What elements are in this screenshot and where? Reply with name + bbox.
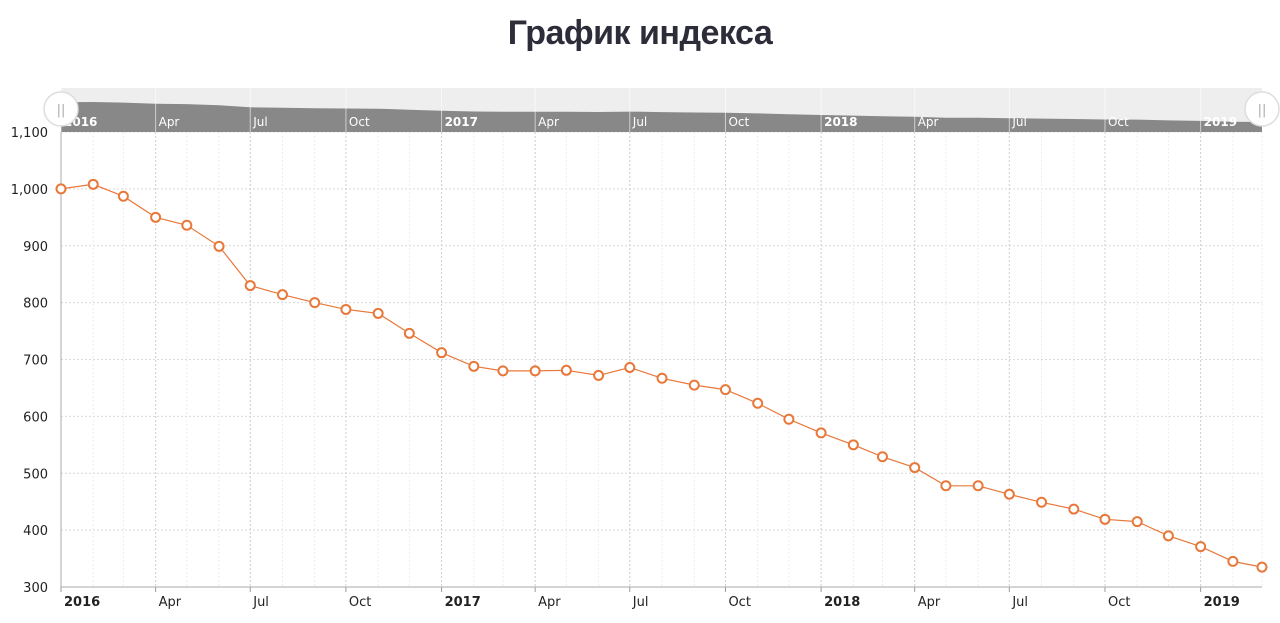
x-tick-label: 2016	[64, 595, 100, 610]
navigator-label: Apr	[538, 115, 559, 129]
y-tick-label: 800	[23, 297, 48, 312]
data-point[interactable]	[244, 280, 256, 292]
x-tick-label: 2017	[445, 595, 481, 610]
data-point[interactable]	[656, 372, 668, 384]
navigator[interactable]: 2016 Apr Jul Oct 2017 Apr Jul Oct 2018 Apr Jul Oct 2…	[43, 88, 1280, 132]
x-axis: 2016 Apr Jul Oct 2017 Apr Jul Oct 2018 Apr Jul Oct 2…	[60, 586, 1262, 610]
data-point[interactable]	[1256, 561, 1268, 573]
navigator-label: 2019	[1204, 115, 1237, 129]
y-tick-label: 900	[23, 240, 48, 255]
data-point[interactable]	[1162, 530, 1174, 542]
data-point[interactable]	[1131, 516, 1143, 528]
navigator-label: Oct	[728, 115, 749, 129]
data-point[interactable]	[783, 413, 795, 425]
data-point[interactable]	[1068, 503, 1080, 515]
navigator-label: Jul	[1011, 115, 1026, 129]
handle-knob	[1244, 91, 1280, 127]
data-point[interactable]	[940, 480, 952, 492]
data-point[interactable]	[972, 480, 984, 492]
navigator-label: Apr	[159, 115, 180, 129]
navigator-area	[61, 102, 1262, 132]
data-point[interactable]	[497, 365, 509, 377]
y-tick-label: 300	[23, 581, 48, 596]
data-point[interactable]	[150, 211, 162, 223]
x-tick-label: Jul	[252, 595, 269, 610]
data-point[interactable]	[87, 178, 99, 190]
y-axis: 300 400 500 600 700 800 900 1,000 1,100	[11, 126, 62, 596]
data-point[interactable]	[213, 240, 225, 252]
x-tick-label: Oct	[349, 595, 371, 610]
data-point[interactable]	[1195, 541, 1207, 553]
data-point[interactable]	[117, 190, 129, 202]
navigator-label: Apr	[918, 115, 939, 129]
series-layer	[55, 178, 1268, 573]
data-point[interactable]	[1099, 513, 1111, 525]
chart-title: График индекса	[507, 14, 773, 52]
navigator-handle-left[interactable]: ||	[43, 91, 79, 127]
data-point[interactable]	[815, 427, 827, 439]
y-tick-label: 400	[23, 524, 48, 539]
data-point[interactable]	[1036, 496, 1048, 508]
grid-layer	[60, 131, 1263, 588]
x-tick-label: Apr	[159, 595, 182, 610]
data-point[interactable]	[529, 365, 541, 377]
data-point[interactable]	[436, 347, 448, 359]
data-point[interactable]	[1003, 488, 1015, 500]
y-tick-label: 1,000	[11, 183, 48, 198]
handle-grip-icon: ||	[1258, 103, 1267, 118]
data-point[interactable]	[372, 307, 384, 319]
navigator-label: Oct	[1108, 115, 1129, 129]
x-tick-label: 2019	[1204, 595, 1240, 610]
data-point[interactable]	[719, 384, 731, 396]
data-point[interactable]	[340, 303, 352, 315]
x-tick-label: 2018	[824, 595, 860, 610]
data-point[interactable]	[624, 361, 636, 373]
y-tick-label: 700	[23, 354, 48, 369]
y-tick-label: 1,100	[11, 126, 48, 141]
x-tick-label: Jul	[1011, 595, 1028, 610]
data-point[interactable]	[181, 219, 193, 231]
data-point[interactable]	[593, 369, 605, 381]
navigator-label: Oct	[349, 115, 370, 129]
navigator-label: 2018	[824, 115, 857, 129]
data-point[interactable]	[276, 289, 288, 301]
navigator-label: Jul	[632, 115, 647, 129]
data-point[interactable]	[403, 327, 415, 339]
data-point[interactable]	[1227, 555, 1239, 567]
data-point[interactable]	[309, 297, 321, 309]
x-tick-label: Jul	[632, 595, 649, 610]
navigator-handle-right[interactable]: ||	[1244, 91, 1280, 127]
handle-knob	[43, 91, 79, 127]
data-point[interactable]	[876, 451, 888, 463]
x-tick-label: Oct	[728, 595, 750, 610]
y-tick-label: 500	[23, 467, 48, 482]
data-point[interactable]	[847, 439, 859, 451]
x-tick-label: Oct	[1108, 595, 1130, 610]
handle-grip-icon: ||	[57, 103, 66, 118]
navigator-label: Jul	[252, 115, 267, 129]
x-tick-label: Apr	[918, 595, 941, 610]
data-point[interactable]	[688, 379, 700, 391]
data-point[interactable]	[55, 183, 67, 195]
navigator-label: 2017	[445, 115, 478, 129]
y-tick-label: 600	[23, 410, 48, 425]
data-point[interactable]	[560, 364, 572, 376]
x-tick-label: Apr	[538, 595, 561, 610]
data-point[interactable]	[468, 360, 480, 372]
data-point[interactable]	[752, 397, 764, 409]
data-point[interactable]	[909, 462, 921, 474]
